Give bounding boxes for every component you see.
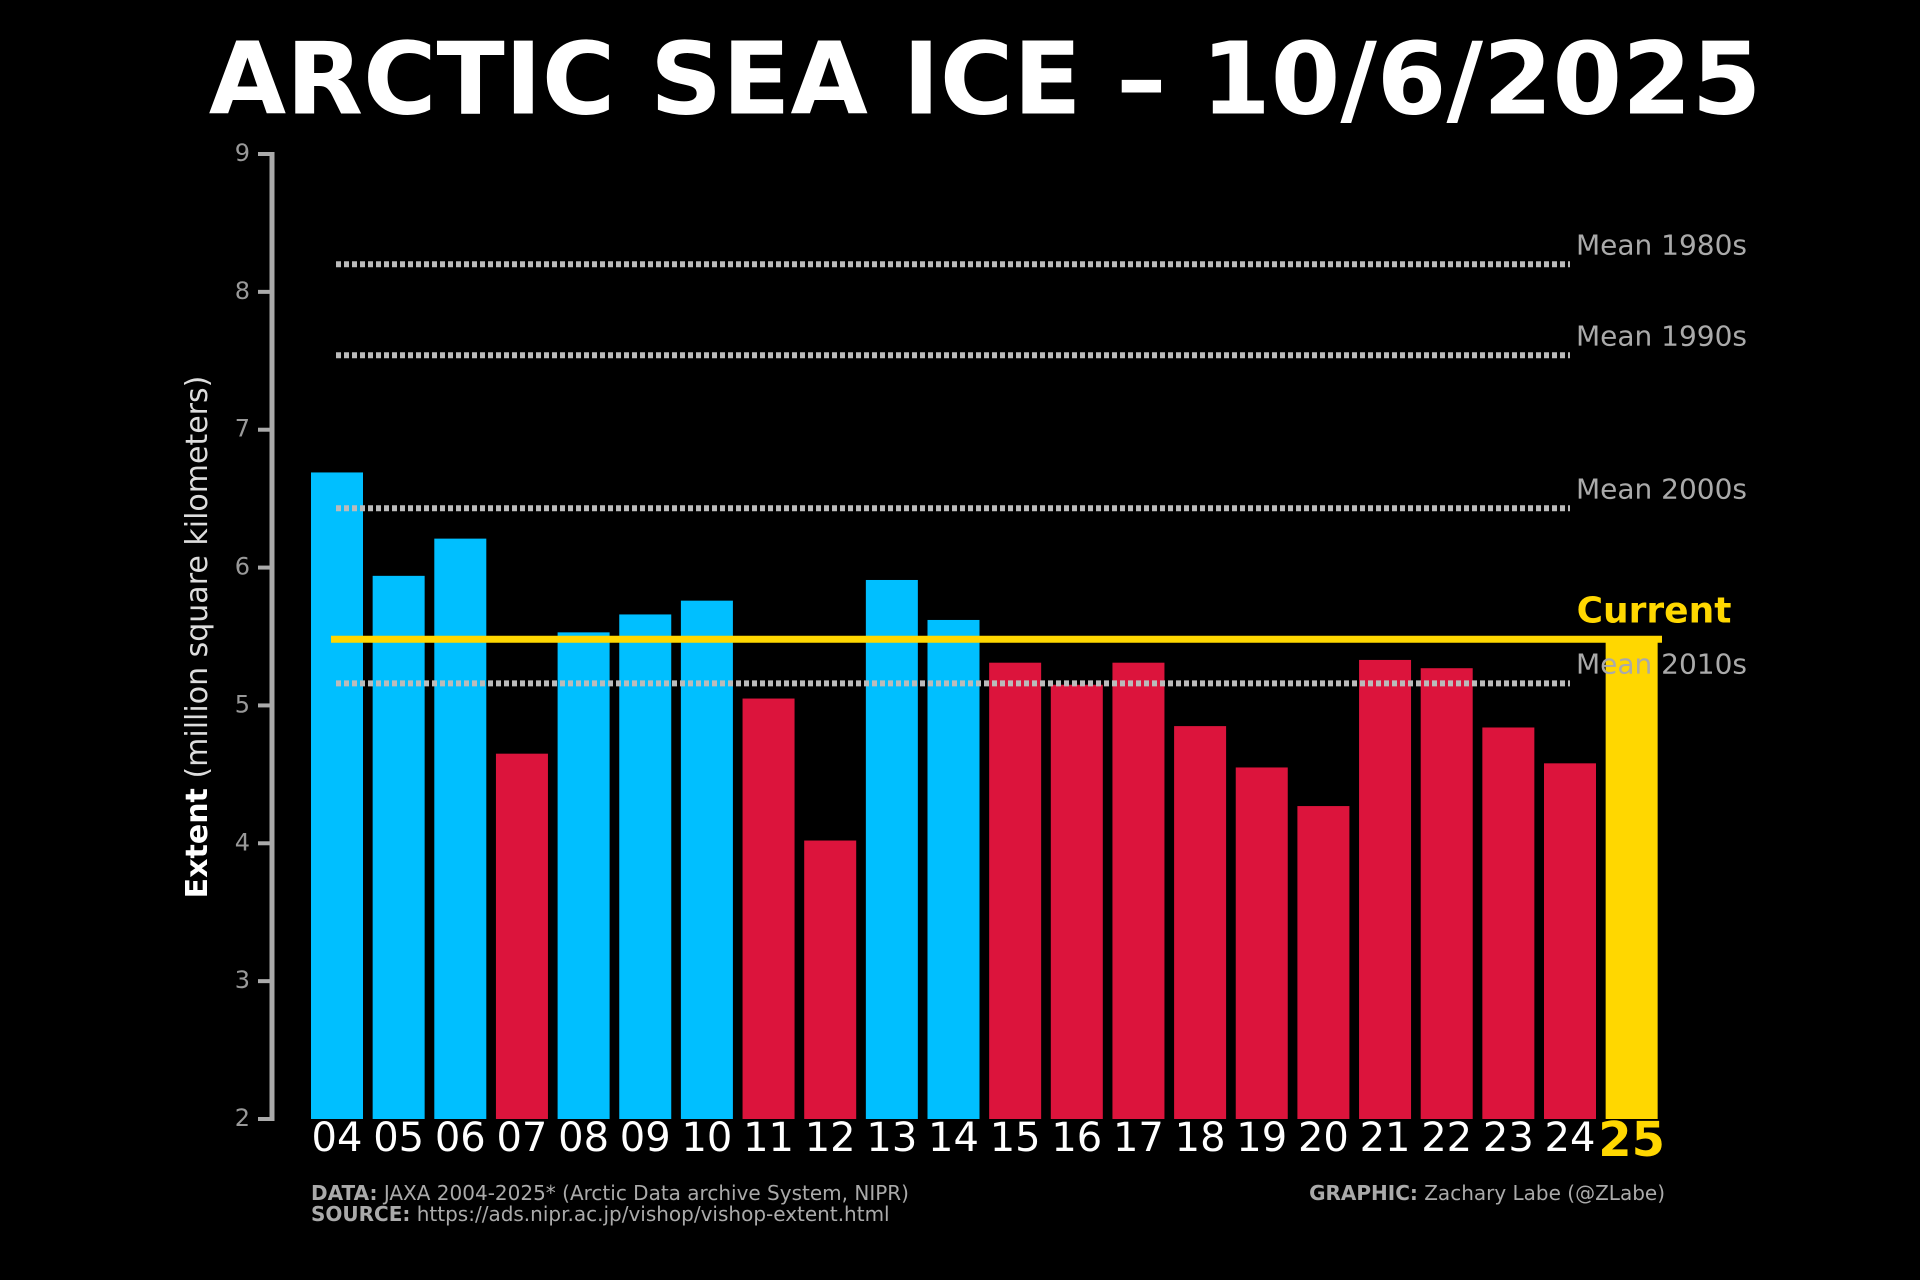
- reference-label: Mean 1990s: [1576, 319, 1747, 352]
- bar: [680, 600, 733, 1119]
- bar: [1359, 659, 1412, 1119]
- footer-key: SOURCE:: [311, 1202, 410, 1226]
- current-label: Current: [1577, 590, 1732, 631]
- x-tick-label: 23: [1483, 1115, 1534, 1161]
- y-axis-label-bold: Extent: [180, 788, 215, 898]
- bar: [1482, 727, 1535, 1119]
- x-tick-label: 11: [743, 1115, 794, 1161]
- bar: [1174, 726, 1227, 1119]
- x-tick-label: 25: [1598, 1112, 1665, 1168]
- bar: [989, 662, 1042, 1119]
- bar: [557, 632, 610, 1119]
- footer-text: Zachary Labe (@ZLabe): [1424, 1181, 1665, 1205]
- x-tick-label: 13: [866, 1115, 917, 1161]
- footer-text: JAXA 2004-2025* (Arctic Data archive Sys…: [382, 1181, 909, 1205]
- x-tick-label: 15: [990, 1115, 1041, 1161]
- y-tick-label: 4: [235, 828, 250, 856]
- bar: [742, 698, 795, 1119]
- reference-label: Mean 1980s: [1576, 228, 1747, 261]
- bar: [1050, 684, 1103, 1119]
- bar: [865, 579, 918, 1119]
- x-tick-label: 19: [1236, 1115, 1287, 1161]
- footer-data: DATA: JAXA 2004-2025* (Arctic Data archi…: [311, 1181, 909, 1205]
- bar: [1420, 668, 1473, 1119]
- y-tick-label: 5: [235, 690, 250, 718]
- bar: [804, 840, 857, 1119]
- x-tick-label: 24: [1545, 1115, 1596, 1161]
- bar: [1544, 763, 1596, 1119]
- x-tick-label: 16: [1051, 1115, 1102, 1161]
- x-tick-label: 22: [1421, 1115, 1472, 1161]
- reference-label: Mean 2010s: [1576, 647, 1747, 680]
- x-tick-label: 18: [1175, 1115, 1226, 1161]
- x-tick-label: 12: [805, 1115, 856, 1161]
- x-tick-label: 17: [1113, 1115, 1164, 1161]
- x-tick-label: 05: [373, 1115, 424, 1161]
- chart-title: ARCTIC SEA ICE – 10/6/2025: [209, 20, 1762, 137]
- y-axis-label-text: (million square kilometers): [180, 376, 215, 779]
- footer-key: DATA:: [311, 1181, 377, 1205]
- reference-label: Mean 2000s: [1576, 472, 1747, 505]
- footer-key: GRAPHIC:: [1309, 1181, 1418, 1205]
- bar: [1112, 662, 1165, 1119]
- bar: [372, 575, 425, 1119]
- x-tick-label: 06: [435, 1115, 486, 1161]
- x-tick-label: 08: [558, 1115, 609, 1161]
- bar: [927, 619, 980, 1119]
- x-tick-label: 14: [928, 1115, 979, 1161]
- x-tick-label: 20: [1298, 1115, 1349, 1161]
- y-tick-label: 8: [235, 277, 250, 305]
- y-tick-label: 2: [235, 1104, 250, 1132]
- bar: [434, 538, 487, 1119]
- footer-text: https://ads.nipr.ac.jp/vishop/vishop-ext…: [417, 1202, 890, 1226]
- x-tick-label: 10: [681, 1115, 732, 1161]
- bar: [1235, 767, 1288, 1119]
- x-tick-label: 04: [312, 1115, 363, 1161]
- y-tick-label: 3: [235, 966, 250, 994]
- bar: [619, 614, 672, 1119]
- bar: [311, 472, 363, 1119]
- y-tick-label: 6: [235, 553, 250, 581]
- y-axis-label: Extent (million square kilometers): [180, 376, 215, 899]
- footer-source: SOURCE: https://ads.nipr.ac.jp/vishop/vi…: [311, 1202, 890, 1226]
- y-tick-label: 7: [235, 415, 250, 443]
- bar: [495, 753, 548, 1119]
- x-tick-label: 21: [1360, 1115, 1411, 1161]
- bar: [1605, 639, 1658, 1119]
- bar: [1297, 806, 1350, 1119]
- x-tick-label: 07: [496, 1115, 547, 1161]
- footer-graphic: GRAPHIC: Zachary Labe (@ZLabe): [1309, 1181, 1665, 1205]
- y-tick-label: 9: [235, 139, 250, 167]
- x-tick-label: 09: [620, 1115, 671, 1161]
